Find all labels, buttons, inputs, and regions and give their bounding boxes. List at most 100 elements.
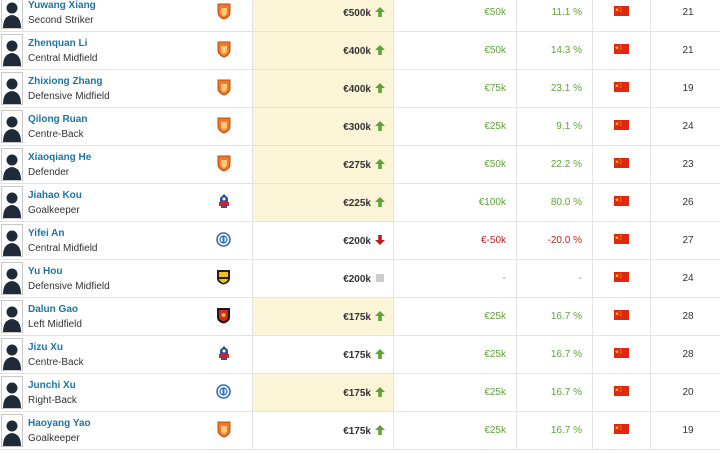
player-position: Centre-Back [28, 356, 84, 368]
orange-shield-crest-icon[interactable] [217, 421, 231, 441]
china-flag-icon [614, 310, 629, 323]
blue-round-crest-icon[interactable] [216, 231, 231, 250]
market-value[interactable]: €225k [343, 197, 371, 209]
market-value[interactable]: €300k [343, 121, 371, 133]
club-cell [195, 259, 253, 298]
age-cell: 21 [650, 0, 720, 32]
market-value-cell: €275k [252, 145, 394, 184]
player-avatar[interactable] [1, 0, 23, 29]
player-text: Yuwang Xiang Second Striker [28, 0, 96, 28]
china-flag-icon [614, 158, 629, 171]
percent-change: 9.1 % [556, 121, 582, 132]
player-name-link[interactable]: Zhenquan Li [28, 37, 88, 49]
nationality-cell [592, 0, 651, 32]
table-row: Xiaoqiang He Defender €275k €50k 22.2 % … [0, 145, 720, 184]
player-name-link[interactable]: Junchi Xu [28, 379, 76, 391]
player-name-link[interactable]: Jizu Xu [28, 341, 64, 353]
nationality-cell [592, 373, 651, 412]
player-name-link[interactable]: Qilong Ruan [28, 113, 88, 125]
player-cell: Xiaoqiang He Defender [0, 145, 195, 184]
market-value[interactable]: €400k [343, 45, 371, 57]
player-avatar[interactable] [1, 300, 23, 333]
player-avatar[interactable] [1, 224, 23, 257]
player-info: Zhenquan Li Central Midfield [0, 32, 195, 69]
player-text: Zhixiong Zhang Defensive Midfield [28, 74, 110, 104]
player-name-link[interactable]: Xiaoqiang He [28, 151, 92, 163]
value-change-cell: €25k [393, 411, 517, 450]
market-value[interactable]: €200k [343, 235, 371, 247]
player-age: 20 [682, 387, 694, 398]
market-value[interactable]: €175k [343, 349, 371, 361]
player-cell: Zhenquan Li Central Midfield [0, 31, 195, 70]
percent-change-cell: 80.0 % [516, 183, 593, 222]
orange-shield-crest-icon[interactable] [217, 3, 231, 23]
player-name-link[interactable]: Yu Hou [28, 265, 63, 277]
player-position: Left Midfield [28, 318, 82, 330]
player-name-link[interactable]: Zhixiong Zhang [28, 75, 103, 87]
market-value[interactable]: €175k [343, 387, 371, 399]
player-position: Central Midfield [28, 242, 98, 254]
nationality-cell [592, 259, 651, 298]
player-position: Second Striker [28, 14, 94, 26]
player-info: Yuwang Xiang Second Striker [0, 0, 195, 31]
trend-up-arrow-icon [375, 120, 385, 131]
player-age: 28 [682, 311, 694, 322]
value-change-cell: €100k [393, 183, 517, 222]
orange-shield-crest-icon[interactable] [217, 117, 231, 137]
player-name-link[interactable]: Jiahao Kou [28, 189, 82, 201]
club-cell [195, 145, 253, 184]
blue-red-crest-icon[interactable] [217, 193, 231, 212]
percent-change: 22.2 % [550, 159, 582, 170]
nationality-cell [592, 145, 651, 184]
blue-red-crest-icon[interactable] [217, 345, 231, 364]
player-info: Xiaoqiang He Defender [0, 146, 195, 183]
market-value-cell: €175k [252, 335, 394, 374]
percent-change: 16.7 % [550, 349, 582, 360]
orange-shield-crest-icon[interactable] [217, 79, 231, 99]
red-black-crest-icon[interactable] [216, 307, 231, 327]
player-avatar[interactable] [1, 148, 23, 181]
player-name-link[interactable]: Yifei An [28, 227, 65, 239]
player-avatar[interactable] [1, 110, 23, 143]
orange-shield-crest-icon[interactable] [217, 41, 231, 61]
nationality-cell [592, 69, 651, 108]
orange-shield-crest-icon[interactable] [217, 155, 231, 175]
market-value[interactable]: €500k [343, 7, 371, 19]
percent-change: 80.0 % [550, 197, 582, 208]
player-text: Jizu Xu Centre-Back [28, 340, 84, 370]
value-change-cell: €25k [393, 107, 517, 146]
market-value[interactable]: €175k [343, 425, 371, 437]
market-value[interactable]: €200k [343, 273, 371, 285]
player-position: Centre-Back [28, 128, 84, 140]
table-row: Dalun Gao Left Midfield €175k €25k 16.7 … [0, 297, 720, 336]
blue-round-crest-icon[interactable] [216, 383, 231, 402]
yellow-black-crest-icon[interactable] [216, 269, 231, 288]
player-cell: Dalun Gao Left Midfield [0, 297, 195, 336]
player-avatar[interactable] [1, 34, 23, 67]
player-name-link[interactable]: Haoyang Yao [28, 417, 91, 429]
value-change: €75k [484, 83, 506, 94]
player-avatar[interactable] [1, 414, 23, 447]
player-avatar[interactable] [1, 262, 23, 295]
player-avatar[interactable] [1, 376, 23, 409]
value-change: €25k [484, 121, 506, 132]
player-name-link[interactable]: Dalun Gao [28, 303, 79, 315]
value-change-cell: €25k [393, 335, 517, 374]
market-value[interactable]: €175k [343, 311, 371, 323]
player-text: Dalun Gao Left Midfield [28, 302, 82, 332]
value-change-cell: €50k [393, 0, 517, 32]
market-value[interactable]: €400k [343, 83, 371, 95]
player-avatar[interactable] [1, 338, 23, 371]
player-info: Haoyang Yao Goalkeeper [0, 412, 195, 449]
market-value[interactable]: €275k [343, 159, 371, 171]
player-avatar[interactable] [1, 72, 23, 105]
market-value-cell: €225k [252, 183, 394, 222]
china-flag-icon [614, 234, 629, 247]
percent-change-cell: 16.7 % [516, 373, 593, 412]
market-value-cell: €200k [252, 221, 394, 260]
player-name-link[interactable]: Yuwang Xiang [28, 0, 96, 11]
club-cell [195, 373, 253, 412]
china-flag-icon [614, 120, 629, 133]
player-avatar[interactable] [1, 186, 23, 219]
